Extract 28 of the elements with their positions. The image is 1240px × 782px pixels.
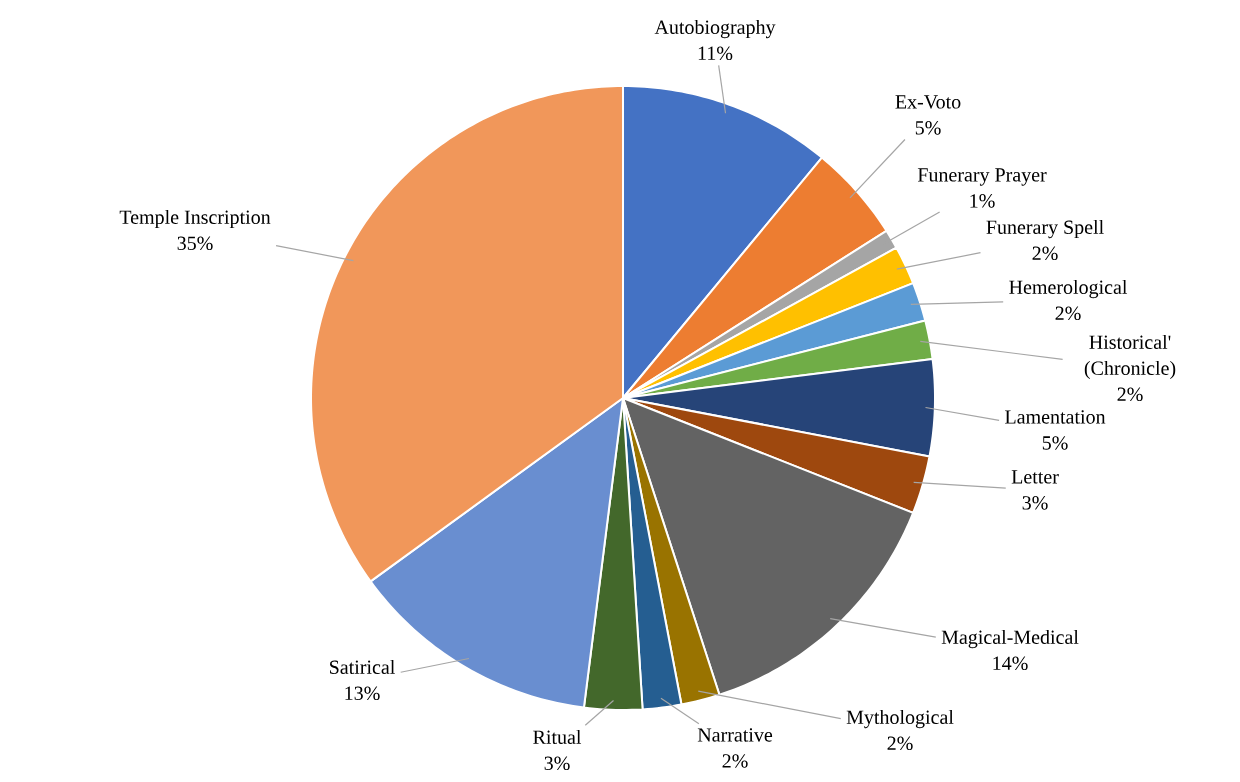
- slice-label: Ex-Voto: [895, 95, 961, 109]
- slice-label: Mythological: [846, 709, 954, 729]
- data-label: 2%: [1032, 246, 1058, 261]
- data-label: 2%: [1117, 387, 1143, 402]
- data-label: 3%: [1022, 496, 1048, 510]
- slice-label: Funerary Prayer: [917, 168, 1047, 186]
- slice-label: Satirical: [330, 659, 395, 674]
- slice-label: Ritual: [533, 729, 582, 744]
- slice-label: Narrative: [697, 728, 773, 742]
- data-label: 11%: [698, 46, 733, 61]
- data-label: 2%: [1055, 306, 1081, 321]
- slice-label: Magical-Medical: [941, 629, 1079, 649]
- data-label: 14%: [993, 656, 1028, 671]
- data-label: 1%: [970, 194, 995, 208]
- data-label: 13%: [345, 686, 380, 701]
- slice-label: Letter: [1011, 470, 1059, 484]
- slice-label: Lamentation: [1005, 410, 1106, 424]
- slice-label: Historical' (Chronicle): [1084, 334, 1176, 380]
- data-label: 5%: [915, 121, 941, 135]
- data-label: 5%: [1042, 436, 1068, 450]
- slice-label: Temple Inscription: [119, 209, 271, 229]
- data-label: 3%: [544, 756, 570, 771]
- data-label: 2%: [722, 754, 748, 768]
- slice-label: Hemerological: [1009, 279, 1128, 299]
- slice-label: Funerary Spell: [986, 219, 1104, 239]
- data-label: 35%: [177, 236, 213, 251]
- slice-label: Autobiography: [654, 19, 776, 39]
- data-label: 2%: [887, 736, 913, 751]
